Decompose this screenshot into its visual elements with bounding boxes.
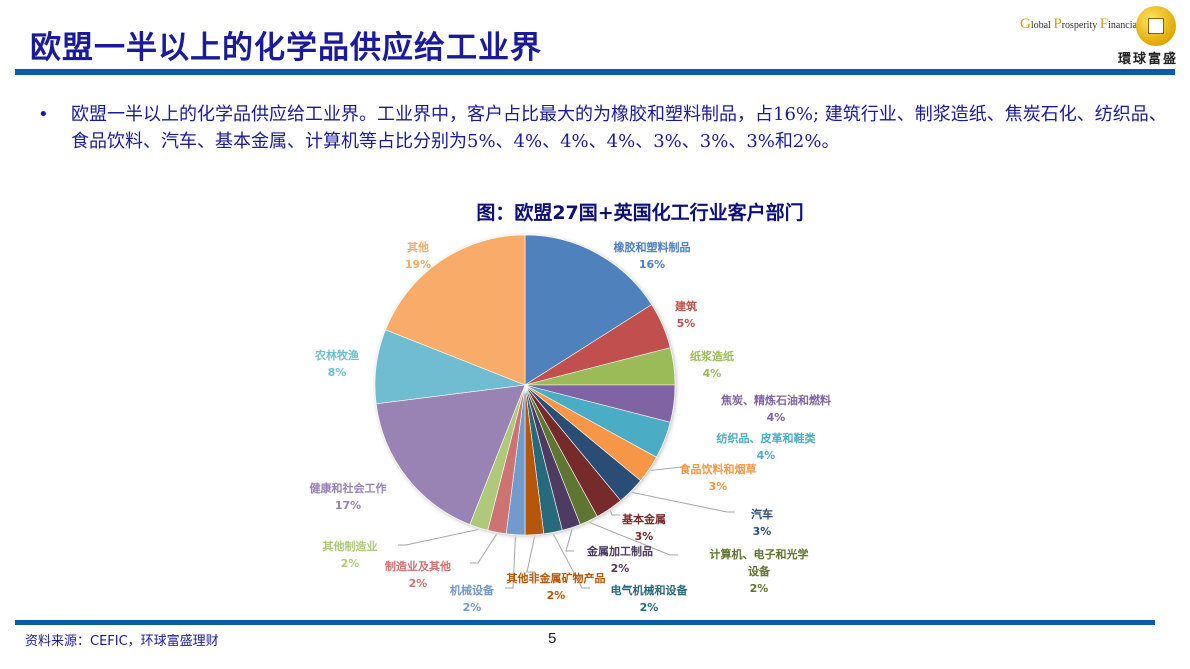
slice-label-name: 焦炭、精炼石油和燃料 bbox=[721, 394, 831, 407]
coin-icon bbox=[1136, 6, 1176, 46]
slice-label-name: 制造业及其他 bbox=[385, 560, 451, 573]
slice-label-name: 建筑 bbox=[675, 300, 697, 313]
slice-label-name: 食品饮料和烟草 bbox=[679, 463, 757, 476]
slice-label-percent: 2% bbox=[462, 601, 482, 614]
pie-slice bbox=[524, 234, 653, 386]
leader-line bbox=[589, 522, 678, 556]
leader-line bbox=[565, 529, 574, 552]
slice-label-name: 纺织品、皮革和鞋类 bbox=[716, 432, 816, 445]
leader-line bbox=[526, 536, 536, 573]
slice-label: 计算机、电子和光学 设备 2% bbox=[710, 546, 809, 597]
slice-label: 制造业及其他 2% bbox=[385, 558, 451, 592]
slice-label-name: 纸浆造纸 bbox=[690, 350, 734, 363]
slice-label-percent: 3% bbox=[708, 480, 728, 493]
page-title: 欧盟一半以上的化学品供应给工业界 bbox=[30, 30, 542, 66]
slice-label-percent: 17% bbox=[334, 499, 362, 512]
slice-label: 其他 19% bbox=[405, 239, 431, 273]
slice-label: 其他制造业 2% bbox=[323, 538, 378, 572]
slice-label: 建筑 5% bbox=[675, 298, 697, 332]
leader-line bbox=[505, 536, 516, 589]
slice-label: 金属加工制品 2% bbox=[587, 543, 653, 577]
slice-label: 健康和社会工作 17% bbox=[310, 480, 387, 514]
slice-label: 机械设备 2% bbox=[450, 582, 494, 616]
slice-label-percent: 4% bbox=[766, 411, 786, 424]
slice-label: 焦炭、精炼石油和燃料 4% bbox=[721, 392, 831, 426]
slice-label: 基本金属 3% bbox=[622, 511, 666, 545]
source-note: 资料来源：CEFIC，环球富盛理财 bbox=[25, 634, 219, 649]
slice-label-percent: 2% bbox=[340, 557, 360, 570]
slice-label-percent: 8% bbox=[327, 366, 347, 379]
slice-label-percent: 2% bbox=[610, 562, 630, 575]
slice-label-percent: 3% bbox=[634, 530, 654, 543]
slice-label: 橡胶和塑料制品 16% bbox=[614, 239, 691, 273]
logo-chinese-text: 環球富盛 bbox=[1118, 52, 1179, 67]
slice-label-name: 橡胶和塑料制品 bbox=[613, 241, 691, 254]
slice-label-name-line2: 设备 bbox=[748, 565, 770, 578]
footer-divider bbox=[15, 620, 1155, 625]
bullet-icon: • bbox=[38, 104, 49, 125]
slice-label: 食品饮料和烟草 3% bbox=[680, 461, 757, 495]
summary-text: 欧盟一半以上的化学品供应给工业界。工业界中，客户占比最大的为橡胶和塑料制品，占1… bbox=[71, 104, 1167, 152]
slice-label: 汽车 3% bbox=[751, 506, 773, 540]
slice-label-percent: 5% bbox=[676, 317, 696, 330]
leader-line bbox=[632, 491, 735, 513]
leader-line bbox=[650, 466, 690, 471]
slice-label-percent: 2% bbox=[546, 589, 566, 602]
slice-label: 电气机械和设备 2% bbox=[611, 582, 688, 616]
slice-label-name: 其他非金属矿物产品 bbox=[506, 572, 606, 585]
slice-label: 纺织品、皮革和鞋类 4% bbox=[717, 430, 816, 464]
slice-label-percent: 3% bbox=[752, 525, 772, 538]
slice-label-percent: 4% bbox=[756, 449, 776, 462]
slice-label-name: 计算机、电子和光学 bbox=[709, 548, 809, 561]
slice-label-name: 健康和社会工作 bbox=[309, 482, 387, 495]
slice-label-name: 电气机械和设备 bbox=[610, 584, 688, 597]
logo-english-text: Global Prosperity Financial bbox=[1020, 16, 1140, 32]
slice-label-percent: 19% bbox=[404, 258, 432, 271]
leader-line bbox=[470, 534, 497, 564]
company-logo: Global Prosperity Financial 環球富盛 bbox=[1018, 2, 1190, 68]
slice-label: 其他非金属矿物产品 2% bbox=[507, 570, 606, 604]
slice-label-percent: 2% bbox=[749, 582, 769, 595]
leader-line bbox=[553, 534, 590, 589]
slice-label-name: 其他制造业 bbox=[322, 540, 378, 553]
pie-slice bbox=[385, 234, 526, 386]
slice-label-name: 基本金属 bbox=[622, 513, 666, 526]
slice-label-percent: 4% bbox=[702, 367, 722, 380]
slice-label-percent: 2% bbox=[639, 601, 659, 614]
slice-label-percent: 2% bbox=[408, 577, 428, 590]
chart-title: 图：欧盟27国+英国化工行业客户部门 bbox=[476, 202, 804, 224]
pie-slice bbox=[375, 384, 526, 525]
slice-label-name: 金属加工制品 bbox=[587, 545, 653, 558]
leader-line bbox=[398, 529, 479, 546]
slice-label: 纸浆造纸 4% bbox=[690, 348, 734, 382]
slice-label-name: 农林牧渔 bbox=[315, 349, 359, 362]
slice-label-percent: 16% bbox=[638, 258, 666, 271]
slice-label-name: 其他 bbox=[407, 241, 429, 254]
leader-line bbox=[609, 510, 620, 516]
summary-bullet: • 欧盟一半以上的化学品供应给工业界。工业界中，客户占比最大的为橡胶和塑料制品，… bbox=[38, 101, 1168, 155]
slice-label-name: 机械设备 bbox=[450, 584, 494, 597]
page-number: 5 bbox=[548, 630, 557, 647]
slice-label: 农林牧渔 8% bbox=[315, 347, 359, 381]
slice-label-name: 汽车 bbox=[751, 508, 773, 521]
header-divider bbox=[15, 69, 1175, 75]
